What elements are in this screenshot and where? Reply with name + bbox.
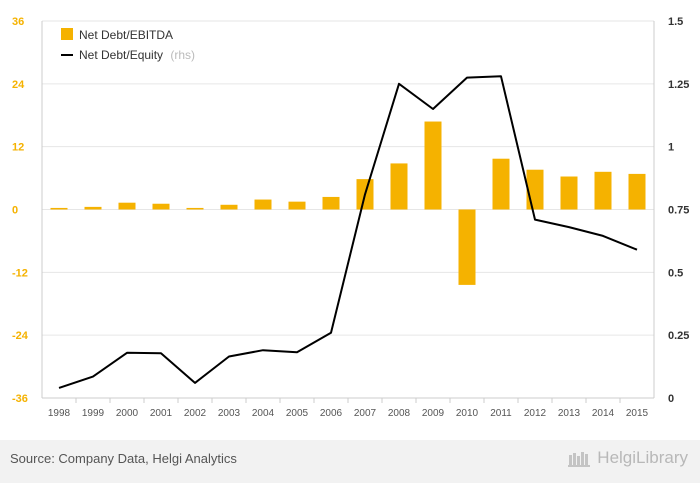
y-right-tick-label: 0.5 xyxy=(668,267,683,279)
y-right-tick-label: 0 xyxy=(668,393,674,405)
bar-2008 xyxy=(390,163,408,210)
x-tick-label: 2010 xyxy=(456,408,479,419)
x-tick-label: 2005 xyxy=(286,408,309,419)
x-tick-label: 2013 xyxy=(558,408,581,419)
y-left-tick-label: -24 xyxy=(12,330,29,342)
y-left-tick-label: -36 xyxy=(12,393,28,405)
combo-chart: 36 24 12 0 -12 -24 -36 1.5 1.25 1 0.75 0.5 0.25 0 1998… xyxy=(12,16,689,419)
y-right-tick-label: 1 xyxy=(668,142,674,154)
bar-2012 xyxy=(526,169,544,210)
bar-2006 xyxy=(322,196,340,210)
bar-2015 xyxy=(628,173,646,210)
bar-2005 xyxy=(288,201,306,210)
x-tick-label: 1999 xyxy=(82,408,105,419)
y-left-tick-label: 36 xyxy=(12,16,24,28)
x-tick-label: 2008 xyxy=(388,408,411,419)
bar-2011 xyxy=(492,158,510,210)
bar-2001 xyxy=(152,203,170,210)
bar-2009 xyxy=(424,121,442,210)
x-tick-label: 2015 xyxy=(626,408,649,419)
x-tick-label: 2003 xyxy=(218,408,241,419)
bar-2013 xyxy=(560,176,578,210)
legend-label-bar: Net Debt/EBITDA xyxy=(79,28,173,42)
chart-area: 36 24 12 0 -12 -24 -36 1.5 1.25 1 0.75 0.5 0.25 0 1998… xyxy=(12,16,689,419)
bars-layer xyxy=(50,121,646,285)
line-layer xyxy=(58,75,638,389)
x-tick-label: 2006 xyxy=(320,408,343,419)
bar-2004 xyxy=(254,199,272,210)
legend: Net Debt/EBITDA Net Debt/Equity (rhs) xyxy=(61,28,195,62)
line-net-debt-equity xyxy=(58,75,638,389)
brand-name: HelgiLibrary xyxy=(597,448,688,467)
y-right-tick-label: 0.25 xyxy=(668,330,689,342)
svg-text:Net Debt/Equity (rhs): Net Debt/Equity (rhs) xyxy=(79,48,195,62)
brand-logo: HelgiLibrary xyxy=(567,448,688,468)
x-tick-label: 2000 xyxy=(116,408,139,419)
bar-2000 xyxy=(118,202,136,210)
bar-2003 xyxy=(220,204,238,210)
bar-1999 xyxy=(84,206,102,210)
y-left-tick-label: 24 xyxy=(12,79,25,91)
legend-swatch-bar xyxy=(61,28,73,40)
bar-2010 xyxy=(458,209,476,285)
x-tick-label: 2012 xyxy=(524,408,547,419)
y-right-tick-label: 0.75 xyxy=(668,205,689,217)
x-tick-label: 2007 xyxy=(354,408,377,419)
legend-label-line-suffix: (rhs) xyxy=(170,48,195,62)
x-tick-label: 2014 xyxy=(592,408,615,419)
y-right-tick-label: 1.25 xyxy=(668,79,689,91)
bar-2014 xyxy=(594,171,612,210)
x-tick-label: 2009 xyxy=(422,408,445,419)
axis-layer: 36 24 12 0 -12 -24 -36 1.5 1.25 1 0.75 0.5 0.25 0 1998… xyxy=(12,16,689,419)
bar-2002 xyxy=(186,207,204,210)
source-text: Source: Company Data, Helgi Analytics xyxy=(10,451,237,466)
x-tick-label: 1998 xyxy=(48,408,71,419)
bar-1998 xyxy=(50,207,68,210)
y-left-tick-label: -12 xyxy=(12,267,28,279)
x-tick-label: 2002 xyxy=(184,408,207,419)
y-left-tick-label: 12 xyxy=(12,142,24,154)
footer: Source: Company Data, Helgi Analytics He… xyxy=(0,440,700,483)
legend-label-line: Net Debt/Equity xyxy=(79,48,163,62)
x-tick-label: 2004 xyxy=(252,408,275,419)
x-tick-label: 2011 xyxy=(490,408,512,419)
x-tick-label: 2001 xyxy=(150,408,173,419)
library-icon xyxy=(568,452,591,467)
y-right-tick-label: 1.5 xyxy=(668,16,683,28)
y-left-tick-label: 0 xyxy=(12,205,18,217)
